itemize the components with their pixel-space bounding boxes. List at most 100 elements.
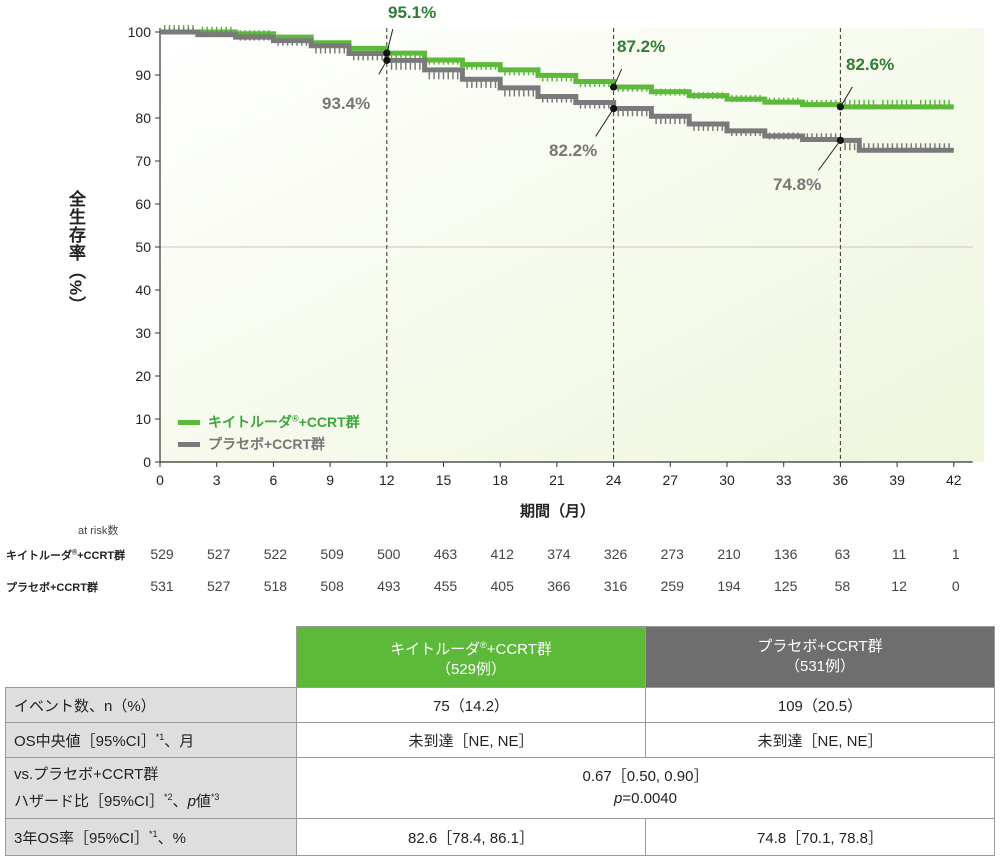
cell-events-placebo: 109（20.5） [645,687,995,723]
annotation-keytruda-24: 87.2% [617,37,666,56]
leader-line-1-12 [378,60,388,75]
at-risk-value: 529 [150,546,174,562]
legend-swatch-keytruda [178,419,200,425]
cell-3yr-os-placebo: 74.8［70.1, 78.8］ [645,818,995,856]
x-tick-label-30: 30 [719,472,735,488]
x-tick-label-12: 12 [379,472,395,488]
y-tick-label-30: 30 [135,325,151,341]
censor-marks-keytruda [163,25,950,107]
at-risk-value: 136 [774,546,798,562]
at-risk-value: 508 [320,578,344,594]
at-risk-label-keytruda: キイトルーダ®+CCRT群 [6,549,126,562]
table-header-keytruda: キイトルーダ®+CCRT群 （529例） [296,626,646,688]
cell-events-keytruda: 75（14.2） [296,687,646,723]
y-tick-label-40: 40 [135,282,151,298]
x-tick-label-39: 39 [889,472,905,488]
at-risk-value: 259 [660,578,684,594]
chart-legend: キイトルーダ®+CCRT群 プラセボ+CCRT群 [178,411,360,455]
x-axis-title: 期間（月） [520,503,596,520]
at-risk-value: 405 [490,578,514,594]
at-risk-label-placebo: プラセボ+CCRT群 [6,582,98,594]
cell-median-placebo: 未到達［NE, NE］ [645,722,995,758]
cell-3yr-os-keytruda: 82.6［78.4, 86.1］ [296,818,646,856]
table-row-3yr-os: 3年OS率［95%CI］*1、% 82.6［78.4, 86.1］ 74.8［7… [5,818,995,856]
at-risk-value: 463 [433,546,458,562]
y-tick-label-50: 50 [135,239,151,255]
legend-label-keytruda: キイトルーダ®+CCRT群 [208,413,360,430]
legend-item-placebo: プラセボ+CCRT群 [178,433,360,455]
at-risk-value: 527 [207,546,231,562]
at-risk-value: 493 [377,578,401,594]
annotation-placebo-12: 93.4% [322,94,371,113]
at-risk-value: 11 [891,546,907,562]
at-risk-value: 518 [263,578,288,594]
at-risk-value: 455 [433,578,458,594]
at-risk-row-keytruda: キイトルーダ®+CCRT群 529 527 522 509 500 463 412 374 32… [0,546,1000,566]
table-row-hazard-ratio: vs.プラセボ+CCRT群 ハザード比［95%CI］*2、p値*3 0.67［0… [5,757,995,819]
y-tick-label-90: 90 [135,67,151,83]
x-tick-label-15: 15 [436,472,452,488]
at-risk-value: 12 [891,578,907,594]
x-tick-label-33: 33 [776,472,792,488]
row-label-hazard-ratio: vs.プラセボ+CCRT群 ハザード比［95%CI］*2、p値*3 [5,757,297,819]
survival-point-placebo-36 [836,136,845,144]
leader-line-0-24 [613,68,623,88]
at-risk-value: 63 [834,546,851,562]
at-risk-value: 527 [207,578,231,594]
at-risk-value: 326 [603,546,628,562]
at-risk-value: 125 [774,578,798,594]
annotation-keytruda-36: 82.6% [846,55,895,74]
censor-marks-placebo [163,27,950,151]
x-tick-label-0: 0 [156,472,164,488]
x-tick-label-3: 3 [213,472,221,488]
at-risk-value: 1 [951,546,960,562]
legend-item-keytruda: キイトルーダ®+CCRT群 [178,411,360,433]
at-risk-value: 500 [377,546,401,562]
leader-line-0-12 [386,28,394,54]
x-tick-label-9: 9 [326,472,334,488]
row-label-3yr-os: 3年OS率［95%CI］*1、% [5,818,297,856]
cell-median-keytruda: 未到達［NE, NE］ [296,722,646,758]
y-tick-label-0: 0 [143,454,151,470]
legend-label-placebo: プラセボ+CCRT群 [208,436,326,452]
y-tick-label-70: 70 [135,153,151,169]
legend-swatch-placebo [178,441,200,447]
leader-line-1-24 [595,108,615,137]
at-risk-row-placebo: プラセボ+CCRT群 531 527 518 508 493 455 405 366 316 25… [0,578,1000,598]
table-row-median: OS中央値［95%CI］*1、月 未到達［NE, NE］ 未到達［NE, NE］ [5,722,995,758]
y-axis-title: 全生存率（%） [66,190,85,315]
at-risk-value: 509 [320,546,344,562]
x-tick-label-18: 18 [492,472,508,488]
at-risk-value: 58 [834,578,851,594]
annotation-placebo-36: 74.8% [773,175,822,194]
annotation-keytruda-12: 95.1% [388,3,437,22]
x-tick-label-6: 6 [270,472,278,488]
at-risk-value: 374 [547,546,571,562]
y-tick-label-80: 80 [135,110,151,126]
x-tick-label-21: 21 [549,472,565,488]
x-tick-label-42: 42 [946,472,962,488]
at-risk-value: 0 [951,578,960,594]
leader-line-1-36 [817,140,841,171]
x-tick-label-36: 36 [833,472,849,488]
at-risk-value: 273 [660,546,684,562]
table-corner [5,626,297,688]
y-tick-label-20: 20 [135,368,151,384]
row-label-median: OS中央値［95%CI］*1、月 [5,722,297,758]
at-risk-value: 194 [717,578,741,594]
annotation-placebo-24: 82.2% [549,141,598,160]
plot-background [160,28,984,462]
table-header-placebo: プラセボ+CCRT群 （531例） [645,626,995,688]
at-risk-value: 412 [490,546,514,562]
y-tick-label-10: 10 [135,411,151,427]
leader-line-0-36 [839,86,853,108]
y-tick-label-60: 60 [135,196,151,212]
row-label-events: イベント数、n（%） [5,687,297,723]
at-risk-title: at risk数 [78,525,119,537]
at-risk-value: 316 [603,578,628,594]
at-risk-value: 531 [150,578,174,594]
summary-table: キイトルーダ®+CCRT群 （529例） プラセボ+CCRT群 （531例） イ… [5,626,995,856]
table-row-events: イベント数、n（%） 75（14.2） 109（20.5） [5,687,995,723]
y-tick-label-100: 100 [128,24,152,40]
